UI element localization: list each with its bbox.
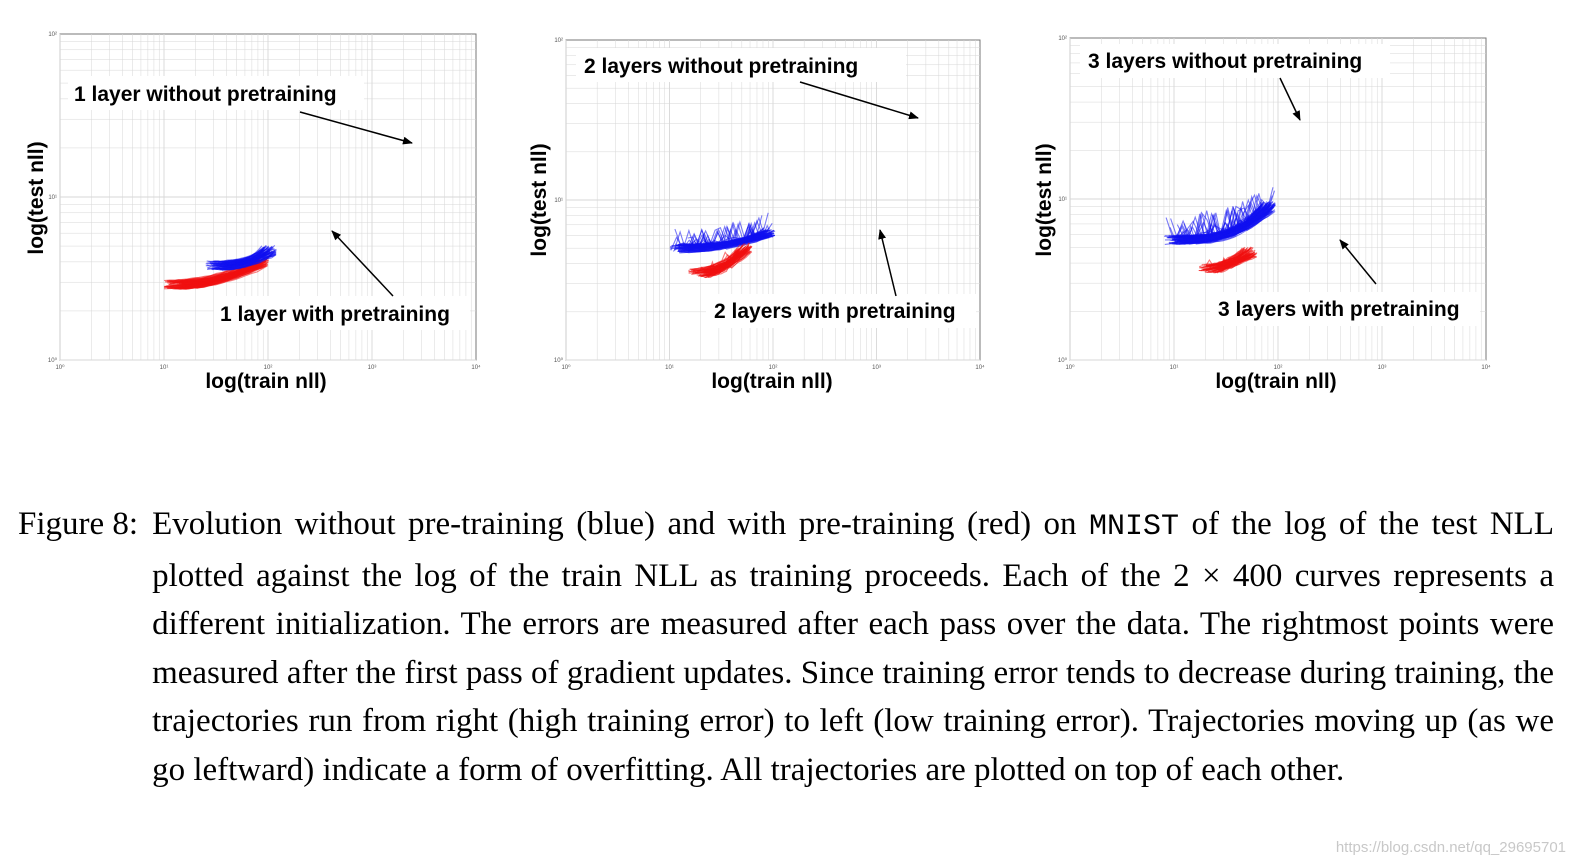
panel-2-arrow-top — [799, 81, 919, 120]
caption-dataset-name: MNIST — [1089, 510, 1180, 544]
red-trajectory — [703, 248, 746, 278]
panel-1-annotation-bottom-box — [214, 296, 470, 330]
x-tick-label: 10¹ — [1170, 365, 1179, 371]
red-trajectory — [693, 250, 747, 274]
panel-1-arrow-bottom — [331, 230, 394, 297]
panel-1-ylabel: log(test nll) — [25, 141, 48, 254]
y-tick-label: 10² — [1058, 36, 1067, 42]
blue-trajectory — [1176, 206, 1273, 243]
panel-2: 10⁰ 10¹ 10² 10³ 10⁴ 10⁰ 10¹ 10² 2 layers withou… — [528, 38, 985, 393]
red-trajectory — [1214, 253, 1256, 273]
panel-3-xlabel: log(train nll) — [1215, 370, 1336, 393]
blue-trajectory — [678, 230, 774, 247]
blue-trajectory — [669, 236, 769, 249]
red-trajectory — [1215, 255, 1256, 269]
x-tick-label: 10⁴ — [471, 364, 481, 371]
panel-1-annotation-bottom: 1 layer with pretraining — [220, 303, 450, 326]
red-trajectory — [708, 251, 750, 274]
panel-1-annotation-top-box — [68, 76, 364, 110]
panel-1: 10⁰ 10¹ 10² 10³ 10⁴ 10⁰ 10¹ 10² 1 layer without… — [25, 32, 481, 393]
panel-2-annotation-top-box — [576, 48, 906, 82]
panel-3-annotation-bottom-box — [1210, 292, 1480, 326]
blue-trajectory — [1165, 202, 1265, 237]
blue-trajectory — [208, 252, 262, 263]
panel-2-red-trajectories — [688, 242, 753, 279]
x-tick-label: 10³ — [368, 365, 377, 371]
panel-3-arrow-bottom — [1339, 239, 1377, 285]
red-trajectory — [182, 266, 258, 285]
y-tick-label: 10² — [554, 38, 563, 44]
x-tick-label: 10⁰ — [561, 364, 571, 371]
panel-2-xlabel: log(train nll) — [711, 370, 832, 393]
blue-trajectory — [1172, 208, 1268, 241]
blue-trajectory — [211, 245, 263, 270]
panel-3-blue-trajectories — [1164, 187, 1276, 245]
red-trajectory — [177, 264, 267, 288]
panel-2-annotation-bottom: 2 layers with pretraining — [714, 300, 956, 323]
panel-1-xlabel: log(train nll) — [205, 370, 326, 393]
blue-trajectory — [217, 254, 271, 266]
panel-2-ticks: 10⁰ 10¹ 10² 10³ 10⁴ 10⁰ 10¹ 10² — [554, 38, 985, 371]
x-tick-label: 10⁰ — [1065, 364, 1075, 371]
panel-3-red-trajectories — [1198, 246, 1258, 274]
y-tick-label: 10⁰ — [1058, 357, 1068, 364]
caption-text: Evolution without pre-training (blue) an… — [152, 500, 1554, 794]
blue-trajectory — [685, 221, 761, 245]
panel-1-annotation-top: 1 layer without pretraining — [74, 83, 337, 106]
y-tick-label: 10² — [48, 32, 57, 38]
panel-3-ylabel: log(test nll) — [1033, 143, 1056, 256]
y-tick-label: 10¹ — [1058, 197, 1067, 203]
panel-2-blue-trajectories — [669, 212, 776, 254]
y-tick-label: 10⁰ — [48, 357, 58, 364]
panel-3: 10⁰ 10¹ 10² 10³ 10⁴ 10⁰ 10¹ 10² 3 layers withou… — [1033, 36, 1491, 393]
panel-3-ticks: 10⁰ 10¹ 10² 10³ 10⁴ 10⁰ 10¹ 10² — [1058, 36, 1491, 371]
panel-2-annotation-bottom-box — [706, 294, 976, 328]
y-tick-label: 10¹ — [48, 195, 57, 201]
figure-panels: 10⁰ 10¹ 10² 10³ 10⁴ 10⁰ 10¹ 10² 1 layer without… — [25, 32, 1491, 393]
x-tick-label: 10² — [1274, 365, 1283, 371]
blue-trajectory — [1174, 206, 1274, 241]
red-trajectory — [1204, 254, 1251, 273]
y-tick-label: 10¹ — [554, 198, 563, 204]
panel-3-annotation-top-box — [1080, 44, 1390, 78]
figure-label: Figure 8: — [18, 506, 139, 542]
x-tick-label: 10⁴ — [1481, 364, 1491, 371]
panel-3-annotation-top: 3 layers without pretraining — [1088, 50, 1362, 73]
watermark: https://blog.csdn.net/qq_29695701 — [1335, 839, 1566, 856]
blue-trajectory — [686, 229, 775, 251]
panel-1-arrow-top — [299, 111, 413, 145]
panel-3-arrow-top — [1279, 77, 1301, 121]
panel-2-annotation-top: 2 layers without pretraining — [584, 55, 858, 78]
x-tick-label: 10² — [769, 365, 778, 371]
x-tick-label: 10⁰ — [55, 364, 65, 371]
blue-trajectory — [679, 234, 765, 254]
x-tick-label: 10³ — [1378, 365, 1387, 371]
caption-text-part1: Evolution without pre-training (blue) an… — [152, 506, 1089, 542]
red-trajectory — [1199, 254, 1250, 268]
blue-trajectory — [224, 251, 275, 267]
panel-1-blue-trajectories — [205, 244, 277, 271]
red-trajectory — [691, 245, 750, 274]
panel-2-ylabel: log(test nll) — [528, 143, 551, 256]
figure-caption: Figure 8: Evolution without pre-training… — [18, 500, 1554, 794]
x-tick-label: 10³ — [872, 365, 881, 371]
caption-text-part2: of the log of the test NLL plotted again… — [152, 506, 1554, 788]
y-tick-label: 10⁰ — [554, 357, 564, 364]
x-tick-label: 10⁴ — [975, 364, 985, 371]
x-tick-label: 10¹ — [160, 365, 169, 371]
x-tick-label: 10¹ — [665, 365, 674, 371]
panel-2-arrow-bottom — [878, 229, 897, 297]
panel-1-ticks: 10⁰ 10¹ 10² 10³ 10⁴ 10⁰ 10¹ 10² — [48, 32, 481, 371]
x-tick-label: 10² — [264, 365, 273, 371]
panel-3-annotation-bottom: 3 layers with pretraining — [1218, 298, 1460, 321]
